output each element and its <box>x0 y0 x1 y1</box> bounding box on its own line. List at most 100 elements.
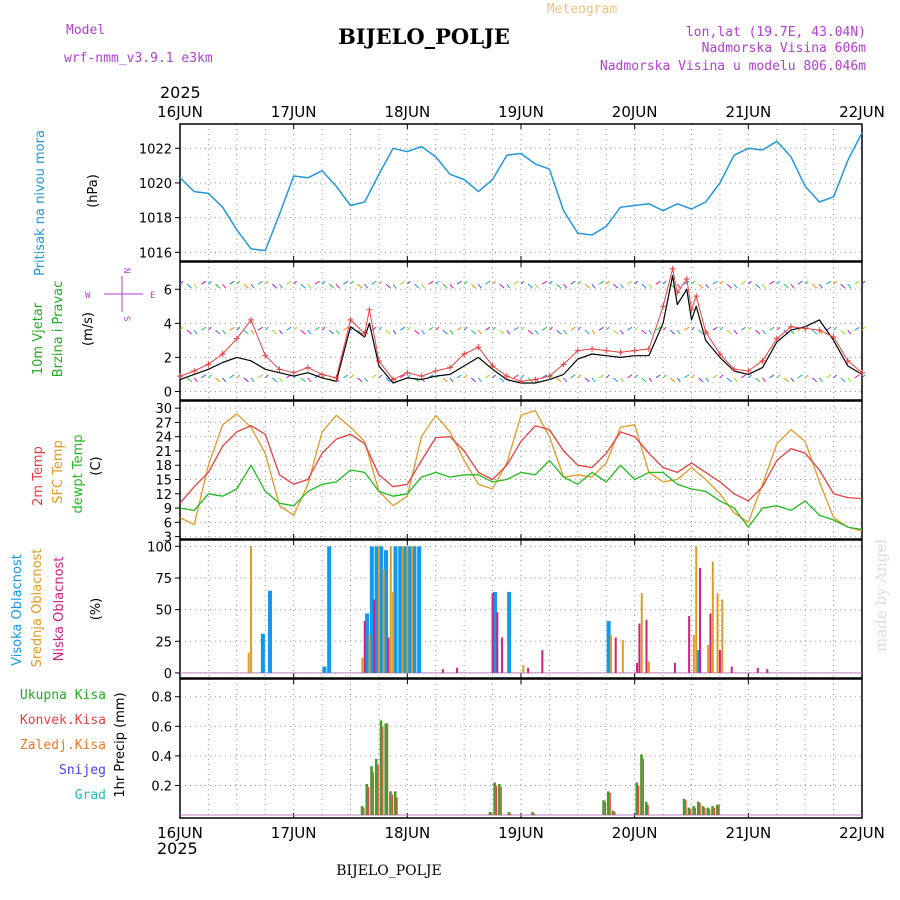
wind-barb <box>513 280 519 285</box>
wind-barb <box>215 329 221 335</box>
wind-speed-line <box>179 275 863 384</box>
wind-barb <box>804 374 809 379</box>
wind-barb <box>186 377 192 383</box>
wind-barb <box>250 329 255 335</box>
wind-barb <box>257 326 263 331</box>
watermark: made by Angel <box>872 539 890 652</box>
wind-barb <box>747 326 752 331</box>
gust-marker <box>489 362 496 369</box>
precip-bar-total <box>640 754 643 816</box>
wind-barb <box>456 374 462 379</box>
cloud-bar-mid <box>368 634 371 673</box>
wind-barb <box>335 283 340 289</box>
wind-barb <box>620 283 624 289</box>
x-day-label-bottom: 21JUN <box>725 824 771 842</box>
wind-barb <box>811 377 818 383</box>
wind-barb <box>634 374 639 379</box>
wind-barb <box>378 280 383 285</box>
wind-barb <box>485 326 491 331</box>
wind-barb <box>840 329 846 335</box>
wind-barb <box>797 280 803 285</box>
y-tick-label: 100 <box>147 540 172 555</box>
cloud-bar-high <box>379 546 384 673</box>
cloud-bar-mid <box>406 546 409 673</box>
wind-barb <box>272 377 278 383</box>
wind-barb <box>676 329 681 335</box>
cloud-bar-mid <box>640 593 643 673</box>
y-tick-label: 2 <box>164 351 172 366</box>
cloud-bar-mid <box>609 634 612 673</box>
wind-barb <box>399 280 406 285</box>
cloud-bar-mid <box>389 546 392 673</box>
cloud-bar-high <box>398 546 403 673</box>
cloud-bar-low <box>363 621 366 673</box>
wind-barb <box>492 326 496 331</box>
precip-bar-total <box>360 806 364 816</box>
wind-barb <box>648 377 653 383</box>
wind-barb <box>392 329 397 335</box>
gust-marker <box>787 323 794 330</box>
wind-barb <box>684 374 690 379</box>
y-tick-label: 1016 <box>139 246 172 261</box>
wind-barb <box>350 374 354 379</box>
model-altitude-info: Nadmorska Visina u modelu 806.046m <box>600 59 866 74</box>
gust-marker <box>645 345 652 352</box>
wind-barb <box>215 377 221 383</box>
temp-label-dewpt: dewpt Temp <box>71 434 86 513</box>
gust-marker <box>688 306 695 313</box>
x-day-label-bottom: 19JUN <box>498 824 544 842</box>
wind-barb <box>321 280 326 285</box>
precip-label-total: Ukupna Kisa <box>20 688 106 703</box>
compass-n: N <box>121 268 131 273</box>
wind-barb <box>591 377 596 383</box>
precip-bar-conv <box>382 726 384 816</box>
precip-bar-conv <box>510 813 512 816</box>
gust-marker <box>219 351 226 357</box>
wind-barb <box>215 283 221 289</box>
wind-barb <box>542 280 548 285</box>
precip-bar-conv <box>718 804 720 816</box>
cloud-bar-low <box>638 623 641 673</box>
wind-barb <box>691 280 695 285</box>
wind-barb <box>499 377 505 383</box>
wind-barb <box>591 329 596 335</box>
precip-bar-total <box>644 801 648 816</box>
precip-bar-conv <box>391 794 393 816</box>
wind-barb <box>740 326 747 331</box>
precip-unit: 1hr Precip (mm) <box>113 692 128 797</box>
y-tick-label: 12 <box>155 488 172 503</box>
gust-marker <box>574 347 581 354</box>
wind-barb <box>847 283 852 289</box>
cloud-bar-mid <box>711 561 714 673</box>
gust-marker <box>731 366 738 373</box>
lonlat-info: lon,lat (19.7E, 43.04N) <box>686 25 866 40</box>
precip-bar-conv <box>709 809 711 816</box>
wind-barb <box>392 283 397 289</box>
cloud-bar-high <box>606 621 611 673</box>
gust-marker <box>759 357 766 364</box>
wind-barb <box>719 374 724 379</box>
precip-bar-conv <box>642 758 644 816</box>
wind-barb <box>201 326 207 331</box>
wind-barb <box>506 283 511 289</box>
cloud-bar-low <box>527 667 530 673</box>
wind-barb <box>364 283 369 289</box>
precip-bar-total <box>498 783 501 816</box>
wind-barb <box>186 283 192 289</box>
wind-barb <box>350 326 354 331</box>
gust-marker <box>518 378 524 385</box>
wind-barb <box>321 326 326 331</box>
cloud-bar-mid <box>250 546 253 673</box>
wind-barb <box>826 374 832 379</box>
gust-marker <box>191 368 198 375</box>
gust-marker <box>546 373 553 380</box>
precip-bar-total <box>701 806 705 816</box>
wind-barb <box>605 374 610 379</box>
wind-label-2: Brzina i Pravac <box>51 281 66 378</box>
wind-barb <box>279 329 283 335</box>
precip-bar-conv <box>647 804 649 816</box>
wind-barb <box>790 283 795 289</box>
wind-barb <box>577 326 582 331</box>
wind-barb <box>712 374 718 379</box>
wind-barb <box>243 283 249 289</box>
